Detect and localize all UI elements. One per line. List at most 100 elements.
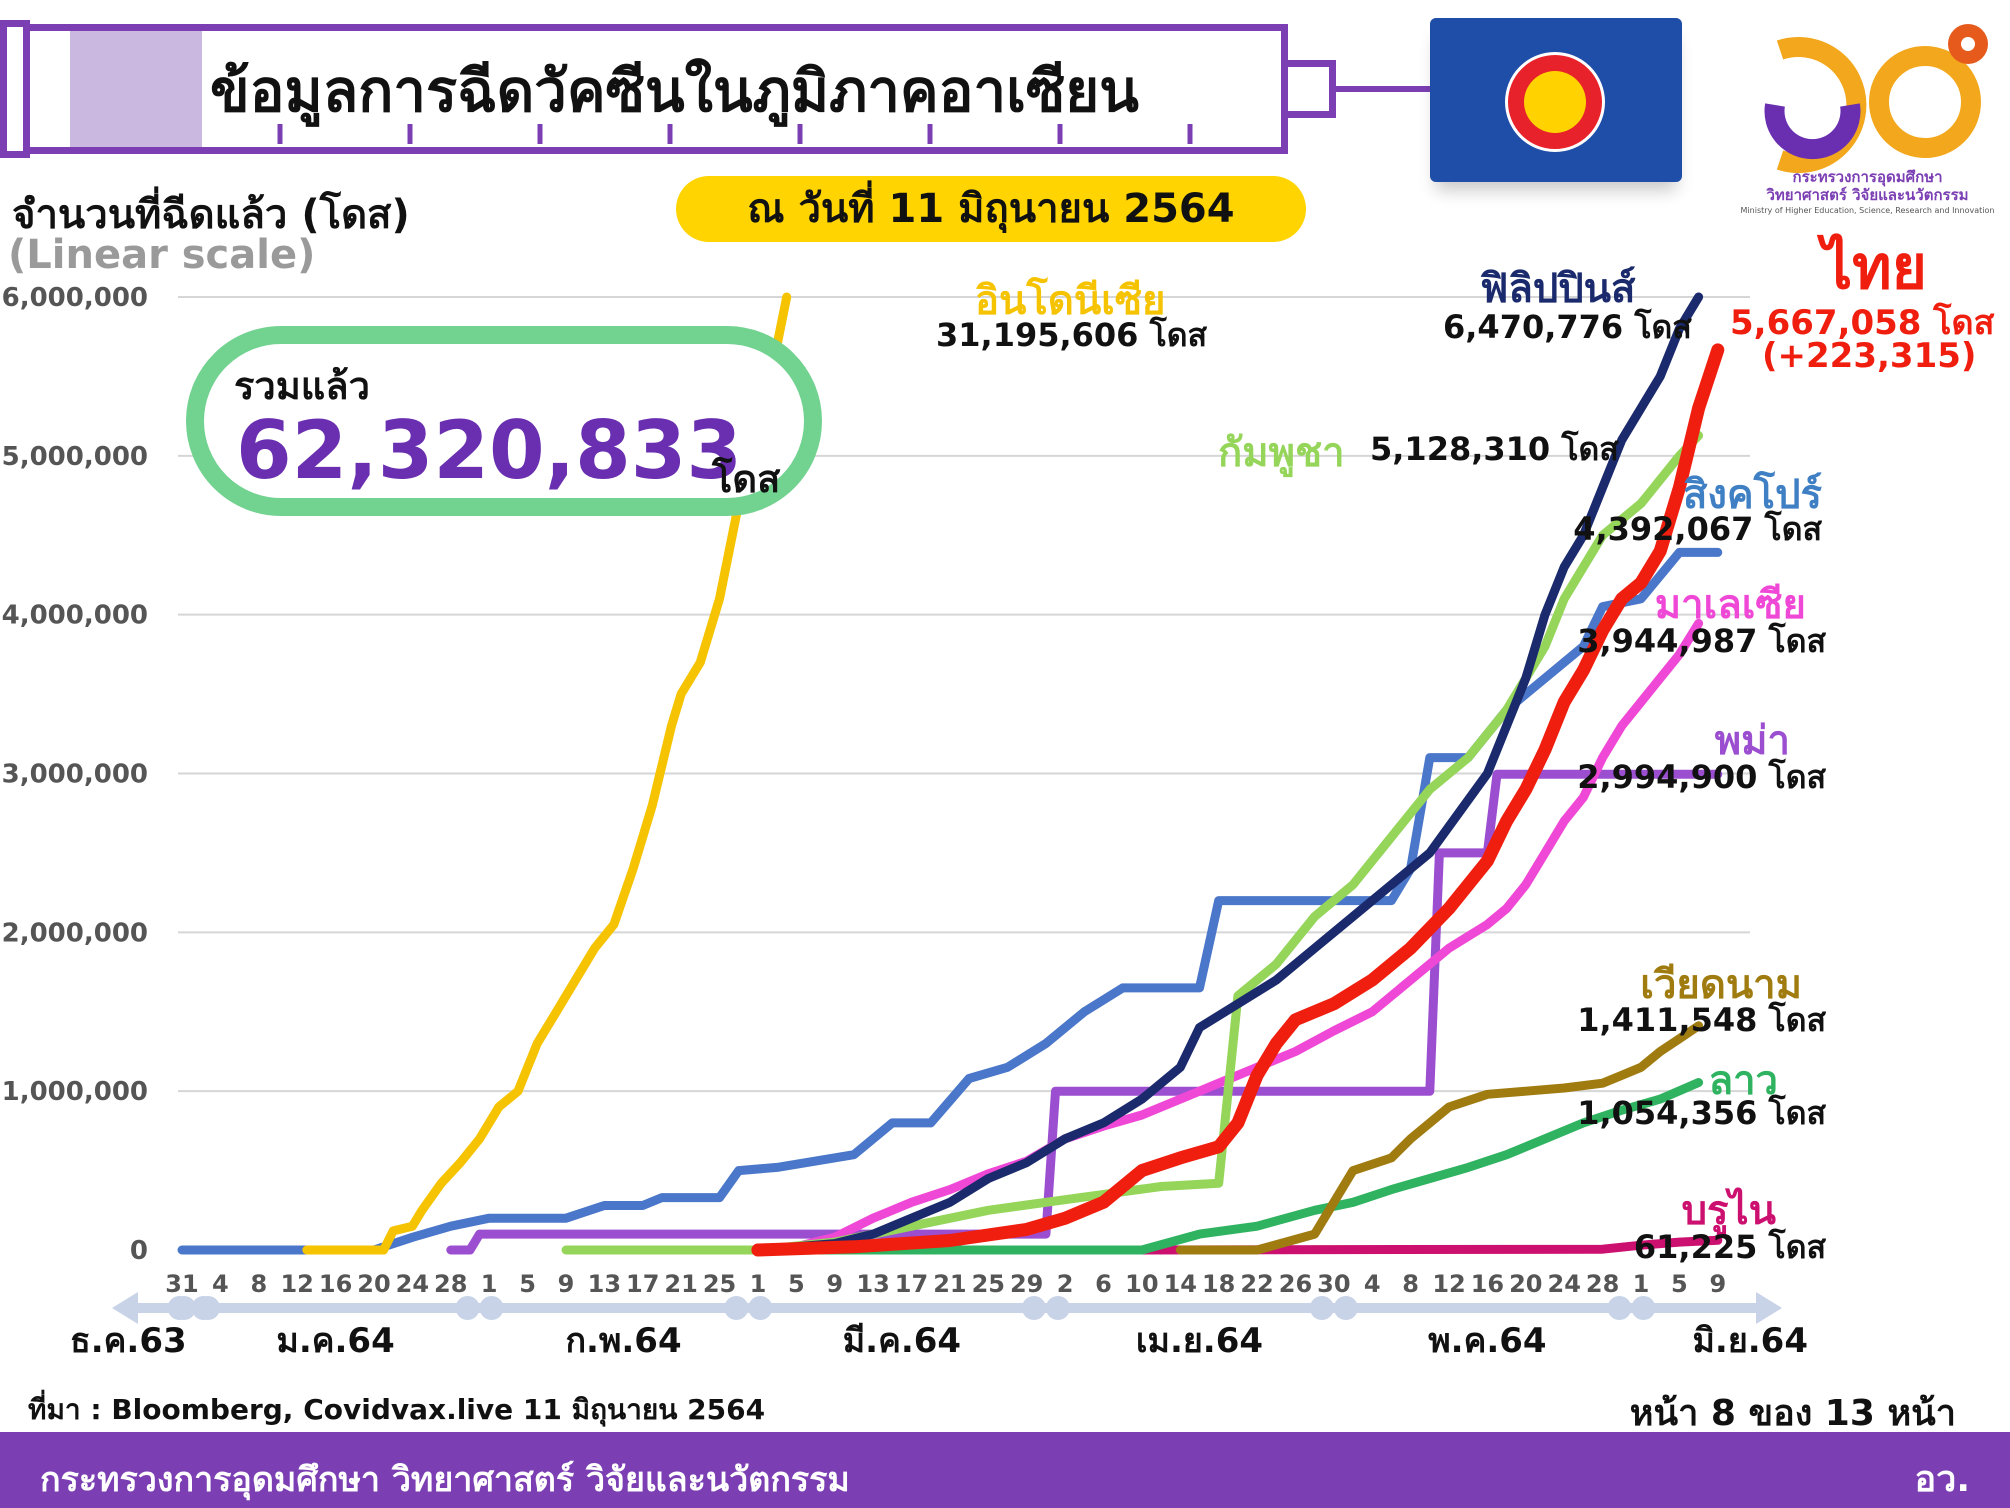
x-tick-label: 12 [1432,1270,1465,1298]
x-tick-label: 18 [1202,1270,1235,1298]
x-tick-label: 2 [1057,1270,1074,1298]
month-divider-dot [1309,1296,1334,1320]
x-tick-label: 31 [165,1270,198,1298]
y-tick-label: 2,000,000 [2,918,148,948]
ministry-name-th: กระทรวงการอุดมศึกษา วิทยาศาสตร์ วิจัยและ… [1740,168,1995,204]
x-tick-label: 17 [626,1270,659,1298]
month-divider-dot [724,1296,749,1320]
series-value-label: 4,392,067 โดส [1573,510,1822,548]
x-tick-label: 10 [1125,1270,1158,1298]
y-tick-label: 0 [130,1236,148,1266]
ministry-name-en: Ministry of Higher Education, Science, R… [1740,206,1995,215]
x-tick-label: 8 [1402,1270,1419,1298]
series-name-label: ลาว [1708,1058,1778,1104]
x-tick-label: 21 [933,1270,966,1298]
syringe-fill-graphic [70,31,202,147]
y-tick-label: 1,000,000 [2,1077,148,1107]
series-value-label: 5,667,058 โดส [1730,303,1995,343]
series-name-label: เวียดนาม [1640,962,1802,1008]
x-month-label: ม.ค.64 [276,1321,394,1361]
x-tick-label: 21 [664,1270,697,1298]
series-line [753,618,1704,1255]
x-tick-label: 25 [972,1270,1005,1298]
x-tick-label: 6 [1095,1270,1112,1298]
series-line [177,547,1723,1255]
x-tick-label: 1 [481,1270,498,1298]
series-value-label: 1,411,548 โดส [1577,1001,1826,1039]
x-tick-label: 30 [1317,1270,1350,1298]
series-value-label: 2,994,900 โดส [1577,758,1826,796]
y-tick-label: 4,000,000 [2,601,148,631]
asean-emblem-rice-icon [1524,71,1586,133]
source-note: ที่มา : Bloomberg, Covidvax.live 11 มิถุ… [28,1393,766,1426]
x-axis-arrow-right [1756,1292,1782,1324]
x-tick-label: 24 [396,1270,429,1298]
series-line [753,292,1704,1255]
x-tick-label: 5 [1671,1270,1688,1298]
series-line [1175,1021,1704,1255]
x-tick-label: 5 [788,1270,805,1298]
date-badge: ณ วันที่ 11 มิถุนายน 2564 [676,176,1306,242]
x-axis-layer: 31 4 8 12 16 20 24 28 1 5 9 13 17 21 25 1 5 9 13 17 21 25 29 2 6… [70,1270,1808,1361]
y-axis-title: จำนวนที่ฉีดแล้ว (โดส) [12,192,410,238]
month-divider-dot [748,1296,773,1320]
ministry-name-line2: วิทยาศาสตร์ วิจัยและนวัตกรรม [1766,186,1969,204]
syringe-ticks-graphic [277,124,1193,144]
ministry-logo-icon [1764,24,1988,173]
footer-ministry-abbr: อว. [1914,1459,1970,1500]
y-tick-label: 3,000,000 [2,760,148,790]
month-divider-dot [196,1296,220,1320]
series-value-label: 6,470,776 โดส [1443,308,1692,346]
x-month-label: มี.ค.64 [843,1321,961,1361]
series-name-label: ฟิลิปปินส์ [1480,266,1636,312]
ministry-name-line1: กระทรวงการอุดมศึกษา [1792,168,1943,186]
x-tick-label: 9 [1709,1270,1726,1298]
x-tick-label: 24 [1548,1270,1581,1298]
syringe-nozzle-graphic [1288,60,1336,118]
x-tick-label: 4 [212,1270,229,1298]
x-month-label: มิ.ย.64 [1693,1321,1808,1361]
series-name-label: พม่า [1714,718,1790,764]
x-tick-label: 13 [856,1270,889,1298]
y-axis-scale-note: (Linear scale) [8,232,316,278]
month-divider-dot [479,1296,504,1320]
series-name-label: อินโดนีเซีย [975,278,1166,324]
series-line [1118,1235,1723,1255]
x-tick-label: 8 [250,1270,267,1298]
series-value-label: 3,944,987 โดส [1577,622,1826,660]
footer-ministry-name: กระทรวงการอุดมศึกษา วิทยาศาสตร์ วิจัยและ… [40,1460,850,1500]
series-name-label: บรูไน [1681,1188,1776,1234]
syringe-plunger-graphic [0,20,30,158]
series-layer [177,292,1725,1257]
x-tick-label: 1 [750,1270,767,1298]
x-tick-label: 28 [434,1270,467,1298]
series-line [753,1078,1704,1255]
month-divider-dot [455,1296,480,1320]
series-line [561,431,1704,1255]
series-value-label: 31,195,606 โดส [936,316,1208,354]
x-tick-label: 9 [558,1270,575,1298]
y-tick-label: 6,000,000 [2,283,148,313]
total-unit: โดส [712,457,781,501]
month-divider-dot [1607,1296,1632,1320]
series-line [302,292,792,1255]
x-tick-label: 12 [280,1270,313,1298]
month-divider-dot [1333,1296,1358,1320]
x-tick-label: 16 [319,1270,352,1298]
x-tick-label: 29 [1010,1270,1043,1298]
x-tick-label: 1 [1633,1270,1650,1298]
x-tick-label: 26 [1279,1270,1312,1298]
syringe-needle-graphic [1336,86,1432,92]
x-tick-label: 4 [1364,1270,1381,1298]
x-tick-label: 20 [1509,1270,1542,1298]
series-change-label: (+223,315) [1762,336,1977,376]
y-tick-label: 5,000,000 [2,442,148,472]
syringe-barrel-graphic [18,24,1288,154]
series-name-label: มาเลเซีย [1654,582,1806,628]
total-label: รวมแล้ว [234,364,370,408]
series-value-label: 61,225 โดส [1633,1228,1826,1266]
series-value-label: 5,128,310 โดส [1370,430,1619,468]
month-divider-dot [1631,1296,1656,1320]
page-title: ข้อมูลการฉีดวัคซีนในภูมิภาคอาเซียน [210,57,1139,125]
